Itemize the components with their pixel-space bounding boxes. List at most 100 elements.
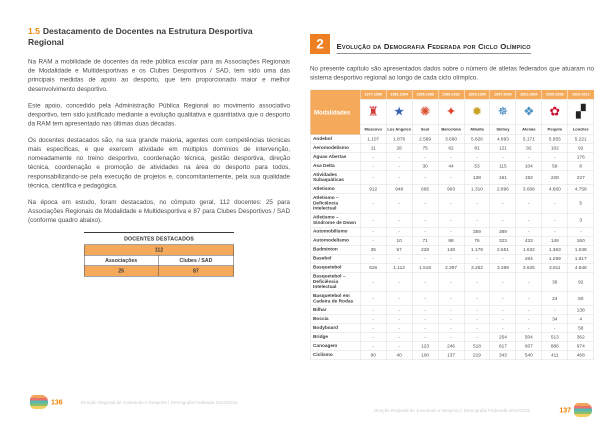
cycle-years: 1981-1984: [385, 89, 413, 100]
table-row: Basquetebol 626 1.112 1.518 2.397 3.252 3.399 3…: [310, 263, 594, 273]
cell-value: 59: [541, 161, 568, 171]
table-row: Boccia - - - - - - -34 4: [310, 314, 594, 325]
page-title: 1.5 Destacamento de Docentes na Estrutura…: [28, 26, 290, 48]
cell-value: 219: [463, 350, 491, 361]
cell-value: 137: [437, 350, 465, 361]
cell-value: 912: [360, 184, 387, 194]
londres-olympics-logo-icon: ▞: [567, 98, 594, 125]
table-row: Ciclismo 90 40 100 137 219 343 540 411 468: [310, 350, 594, 361]
cell-value: 3.625: [515, 263, 543, 273]
cell-value: 607: [515, 341, 543, 352]
cell-value: 102: [541, 143, 568, 153]
cell-value: 3.668: [515, 184, 543, 194]
cell-value: -: [360, 341, 387, 352]
cell-value: -: [385, 305, 413, 316]
table-row: Automobilismo - - - -359 389- - -: [310, 227, 594, 237]
cell-value: -: [541, 152, 568, 162]
cell-value: 1.299: [541, 254, 568, 264]
cell-value: 3.811: [541, 263, 568, 273]
cell-value: -: [515, 212, 543, 228]
cycle-city: Los Angeles: [385, 124, 413, 135]
cell-value: 10: [385, 236, 413, 246]
cell-value: 518: [463, 341, 491, 352]
cell-value: -: [567, 227, 594, 237]
modality-label: Andebol: [310, 134, 361, 144]
seul-olympics-logo-icon: ✺: [411, 98, 439, 125]
cycle-years: 2001-2004: [515, 89, 542, 100]
cell-value: -: [437, 272, 465, 292]
cell-value: 1.112: [385, 263, 413, 273]
cell-value: -: [360, 254, 387, 264]
logo-glyph: ★: [393, 104, 405, 119]
cell-value: 88: [437, 236, 465, 246]
cell-value: 4.660: [541, 184, 568, 194]
cell-value: 100: [411, 350, 439, 361]
cell-value: -: [385, 314, 413, 325]
intro-paragraph: No presente capítulo são apresentados da…: [310, 65, 594, 82]
cell-value: 1.107: [360, 134, 387, 144]
cell-value: 5: [567, 193, 594, 214]
cell-value: -: [360, 323, 387, 334]
los-angeles-olympics-logo-icon: ★: [385, 98, 413, 125]
cell-value: 24: [541, 291, 568, 307]
cell-value: -: [411, 254, 439, 264]
cell-value: -: [437, 170, 465, 186]
cell-value: 948: [385, 184, 413, 194]
pequim-olympics-logo-icon: ✿: [541, 98, 568, 125]
modality-label: Basebol: [310, 254, 361, 264]
cell-value: 1.048: [567, 245, 594, 255]
cell-value: -: [360, 152, 387, 162]
cell-value: 160: [567, 236, 594, 246]
cell-value: 513: [541, 332, 568, 343]
cell-value: 44: [437, 161, 465, 171]
cell-value: -: [385, 341, 413, 352]
cell-value: -: [541, 212, 568, 228]
cycle-years: 1985-1988: [411, 89, 439, 100]
modality-label: Ciclismo: [310, 350, 361, 361]
paragraph: Na época em estudo, foram destacados, no…: [28, 198, 290, 224]
footer-text: Direção Regional de Juventude e Desporto…: [373, 408, 531, 413]
cell-value: -: [411, 152, 439, 162]
cell-value: -: [385, 161, 413, 171]
chapter-number-box: 2: [310, 34, 330, 54]
chapter-title: Evolução da Demografia Federada por Cicl…: [336, 43, 531, 54]
brand-logo: [30, 395, 48, 409]
cell-value: 92: [567, 143, 594, 153]
cell-value: -: [463, 212, 491, 228]
table-row: Basquetebol – Deficiência Intelectual - - -…: [310, 272, 594, 292]
cell-value: -: [515, 227, 543, 237]
cycle-years: 1993-1996: [463, 89, 490, 100]
logo-glyph: ▞: [575, 104, 586, 119]
cell-value: 57: [385, 245, 413, 255]
cell-value: 389: [489, 227, 517, 237]
years-row: Modalidades 1977-1980 1981-1984 1985-1988 1…: [310, 89, 594, 135]
cell-value: -: [360, 305, 387, 316]
cycle-city: Sidney: [489, 124, 517, 135]
modality-label: Atividades Subaquáticas: [310, 170, 361, 186]
cell-value: 35: [360, 245, 387, 255]
cell-value: -: [463, 272, 491, 292]
atenas-olympics-logo-icon: ❖: [515, 98, 543, 125]
paragraph: Na RAM a mobilidade de docentes da rede …: [28, 58, 290, 93]
cell-value: 264: [515, 254, 543, 264]
cell-value: 5.221: [567, 134, 594, 144]
cell-value: -: [437, 193, 465, 214]
cell-value: 1.632: [515, 245, 543, 255]
modality-label: Atletismo – Deficiência Intelectual: [310, 193, 361, 214]
cell-value: -: [463, 305, 491, 316]
cell-value: -: [489, 254, 517, 264]
section-title: Destacamento de Docentes na Estrutura De…: [28, 26, 253, 48]
cell-value: 228: [411, 245, 439, 255]
cell-value: -: [385, 291, 413, 307]
cell-value: -: [515, 291, 543, 307]
modality-label: Automobilismo: [310, 227, 361, 237]
cell-value: -: [411, 323, 439, 334]
atlanta-olympics-logo-icon: ✹: [463, 98, 491, 125]
cell-value: -: [360, 193, 387, 214]
logo-glyph: ✿: [549, 104, 561, 119]
cell-value: -: [515, 314, 543, 325]
docentes-col2-label: Clubes / SAD: [157, 255, 235, 267]
cell-value: -: [489, 272, 517, 292]
cell-value: 504: [515, 332, 543, 343]
